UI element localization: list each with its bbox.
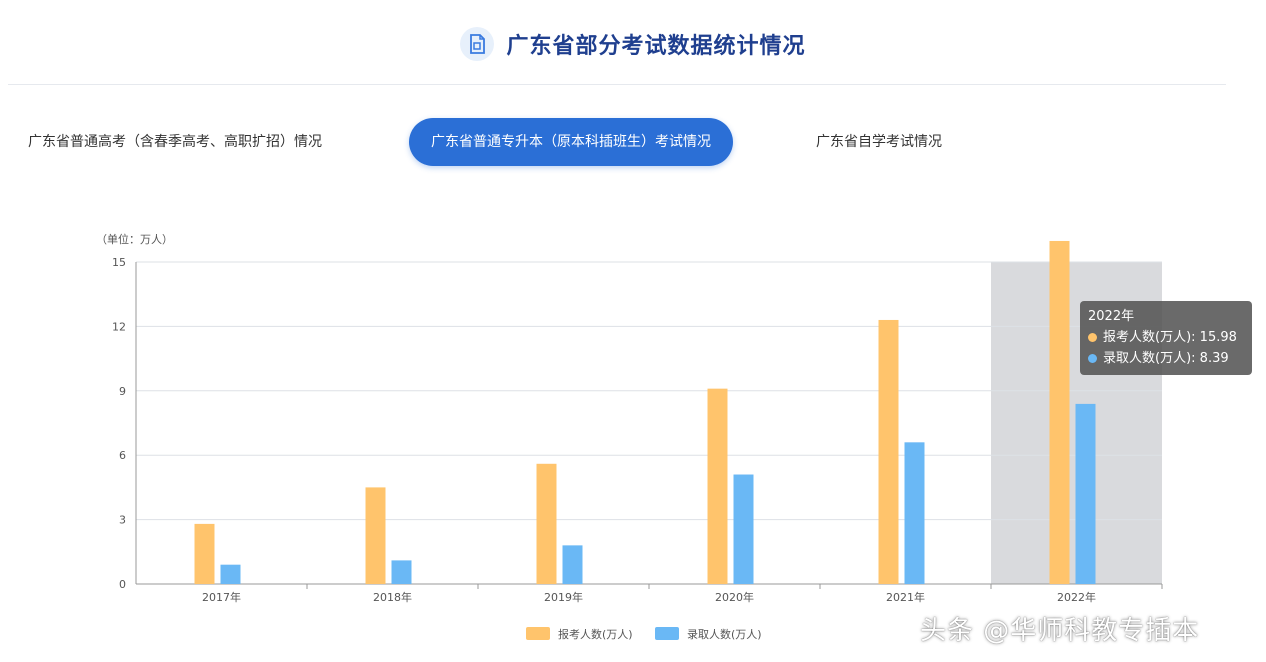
bar-applicants (1049, 240, 1070, 585)
y-tick-label: 12 (112, 320, 126, 333)
legend-swatch-applicants (526, 627, 550, 640)
tooltip-row-admitted: 录取人数(万人): 8.39 (1088, 348, 1244, 369)
chart-tooltip: 2022年 报考人数(万人): 15.98 录取人数(万人): 8.39 (1080, 301, 1252, 375)
watermark: 头条 @华师科教专插本 (920, 616, 1200, 646)
tab-zhuanshengben[interactable]: 广东省普通专升本（原本科插班生）考试情况 (409, 118, 733, 166)
y-tick-label: 15 (112, 256, 126, 269)
y-tick-label: 3 (119, 514, 126, 527)
admitted-dot-icon (1088, 354, 1097, 363)
header-divider (8, 84, 1226, 85)
bar-applicants (707, 388, 728, 584)
tooltip-row-applicants: 报考人数(万人): 15.98 (1088, 327, 1244, 348)
tooltip-value-applicants: 15.98 (1199, 330, 1237, 345)
y-tick-label: 6 (119, 449, 126, 462)
page-title: 广东省部分考试数据统计情况 (506, 34, 806, 59)
tooltip-value-admitted: 8.39 (1199, 351, 1229, 366)
bar-admitted (391, 560, 412, 584)
legend-label-applicants: 报考人数(万人) (558, 627, 633, 641)
bar-applicants (194, 523, 215, 584)
bar-admitted (562, 545, 583, 584)
tooltip-label-applicants: 报考人数(万人) (1103, 330, 1192, 345)
y-tick-label: 0 (119, 578, 126, 591)
document-chart-icon (460, 27, 495, 61)
bar-admitted (220, 564, 241, 584)
unit-label: （单位：万人） (96, 232, 173, 246)
y-tick-label: 9 (119, 385, 126, 398)
bar-applicants (878, 319, 899, 584)
tooltip-label-admitted: 录取人数(万人) (1103, 351, 1192, 366)
x-tick-label: 2022年 (1057, 590, 1096, 604)
legend-swatch-admitted (655, 627, 679, 640)
legend-label-admitted: 录取人数(万人) (687, 628, 762, 641)
bar-applicants (536, 463, 557, 584)
bar-admitted (1075, 403, 1096, 584)
tab-gaokao[interactable]: 广东省普通高考（含春季高考、高职扩招）情况 (28, 134, 322, 150)
tab-self-study-exam[interactable]: 广东省自学考试情况 (816, 134, 942, 150)
bar-admitted (904, 442, 925, 584)
applicants-dot-icon (1088, 333, 1097, 342)
x-tick-label: 2018年 (373, 590, 412, 604)
page-header: 广东省部分考试数据统计情况 (0, 20, 1266, 68)
x-tick-label: 2019年 (544, 590, 583, 604)
bar-admitted (733, 474, 754, 584)
x-tick-label: 2021年 (886, 590, 925, 604)
exam-tabs: 广东省普通高考（含春季高考、高职扩招）情况 广东省普通专升本（原本科插班生）考试… (0, 118, 1266, 166)
tooltip-title: 2022年 (1088, 309, 1135, 324)
bar-applicants (365, 487, 386, 584)
x-tick-label: 2020年 (715, 590, 754, 604)
x-tick-label: 2017年 (202, 590, 241, 604)
